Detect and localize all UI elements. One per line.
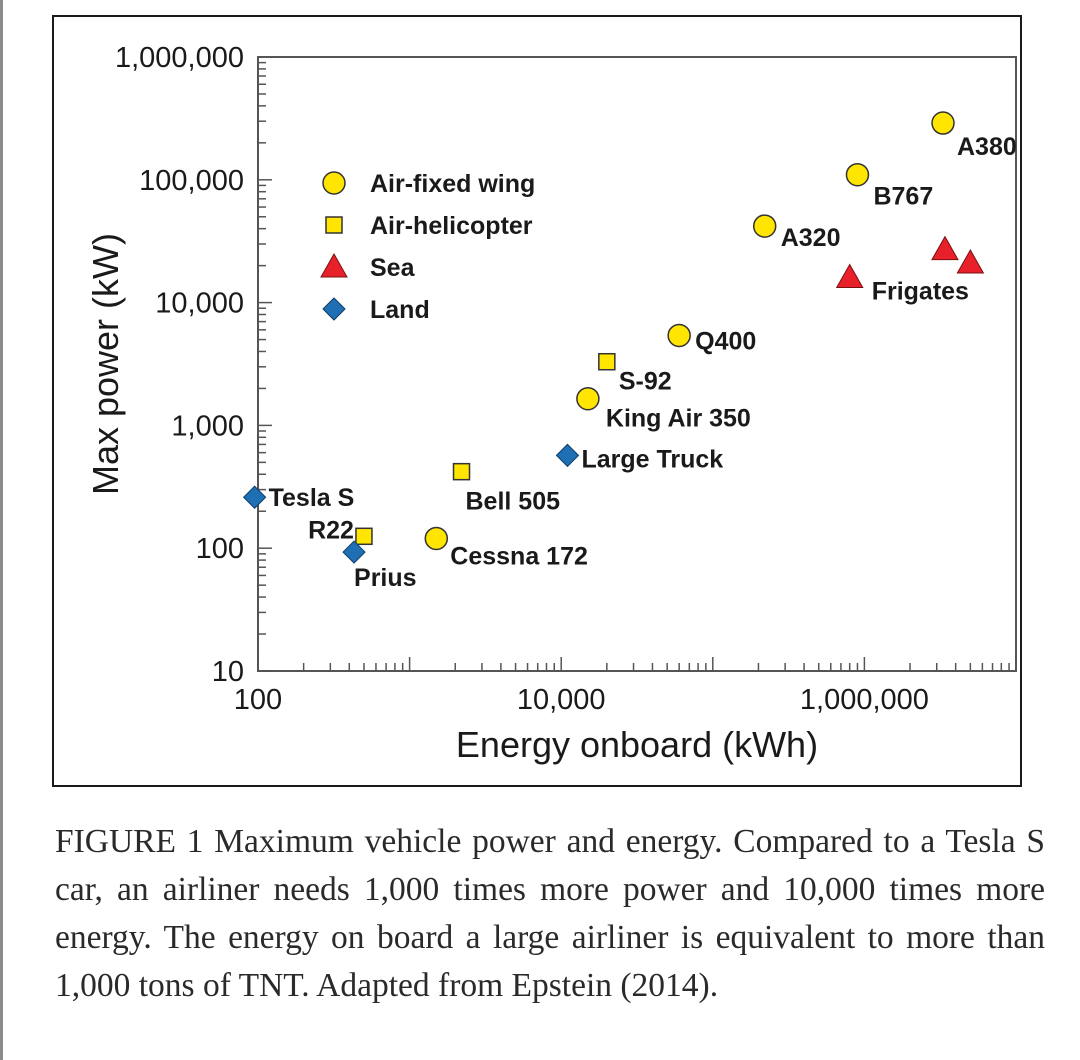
point-label: R22 <box>308 516 354 544</box>
point-square <box>598 352 616 371</box>
point-label: Frigates <box>872 278 969 306</box>
point-diamond <box>555 443 580 468</box>
point-label: Large Truck <box>581 445 723 473</box>
plot-area <box>257 56 1017 672</box>
legend-marker-diamond <box>322 297 346 321</box>
point-label: A320 <box>781 224 841 252</box>
point-label: A380 <box>957 133 1017 161</box>
legend: Air-fixed wing Air-helicopter Sea Land <box>320 170 535 324</box>
y-tick-label: 1,000,000 <box>115 42 244 74</box>
point-label: King Air 350 <box>606 405 751 433</box>
legend-label: Sea <box>370 254 416 282</box>
tick-labels: 100 10,000 1,000,000101001,00010,000100,00… <box>115 42 929 716</box>
point-label: Prius <box>354 564 417 592</box>
legend-label: Air-helicopter <box>370 212 533 240</box>
scatter-chart: 100 10,000 1,000,000101001,00010,000100,00… <box>85 42 1017 765</box>
legend-label: Land <box>370 296 430 324</box>
legend-marker-square <box>325 216 343 234</box>
axis-ticks <box>257 61 1010 672</box>
y-tick-label: 100 <box>196 533 244 565</box>
point-label: B767 <box>873 183 933 211</box>
x-tick-label: 100 <box>234 684 282 716</box>
x-tick-label: 1,000,000 <box>800 684 929 716</box>
y-tick-label: 100,000 <box>139 165 244 197</box>
point-label: Q400 <box>695 327 756 355</box>
point-circle <box>752 214 777 238</box>
legend-marker-circle <box>322 171 346 195</box>
point-square <box>355 527 373 546</box>
x-axis-title: Energy onboard (kWh) <box>456 724 818 765</box>
point-triangle <box>956 249 985 274</box>
point-circle <box>424 526 449 551</box>
figure-caption: FIGURE 1 Maximum vehicle power and energ… <box>55 823 1045 1004</box>
y-tick-label: 10 <box>212 656 244 688</box>
point-diamond <box>242 485 267 509</box>
figure-frame <box>52 15 1022 787</box>
point-triangle <box>835 263 864 289</box>
y-tick-label: 10,000 <box>155 288 244 320</box>
point-diamond <box>342 540 366 564</box>
point-circle <box>667 323 691 348</box>
point-label: S-92 <box>619 368 672 396</box>
legend-marker-triangle <box>320 252 348 278</box>
point-square <box>452 462 471 481</box>
x-tick-label: 10,000 <box>517 684 606 716</box>
point-circle <box>931 111 955 135</box>
point-label: Bell 505 <box>466 488 561 516</box>
point-circle <box>576 386 600 411</box>
point-circle <box>845 162 870 187</box>
point-label: Tesla S <box>269 484 355 512</box>
point-triangle <box>931 235 959 261</box>
y-axis-title: Max power (kW) <box>85 233 126 495</box>
point-label: Cessna 172 <box>450 542 588 570</box>
page-edge <box>0 0 3 1060</box>
data-points: Cessna 172 King Air 350 Q400 A320 B767 A380 R2… <box>242 111 1017 592</box>
y-tick-label: 1,000 <box>171 410 244 442</box>
legend-label: Air-fixed wing <box>370 170 535 198</box>
